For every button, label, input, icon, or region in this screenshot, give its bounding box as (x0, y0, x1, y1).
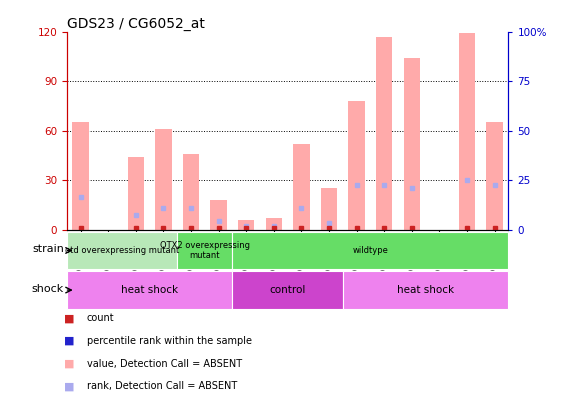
Bar (177, 232, 232, 269)
Text: ■: ■ (64, 336, 75, 346)
Bar (67, 271, 232, 309)
Text: OTX2 overexpressing
mutant: OTX2 overexpressing mutant (160, 241, 250, 260)
Text: heat shock: heat shock (121, 285, 178, 295)
Bar (232, 271, 343, 309)
Text: strain: strain (32, 244, 64, 255)
Bar (155, 129, 172, 230)
Text: ■: ■ (64, 358, 75, 369)
Text: percentile rank within the sample: percentile rank within the sample (87, 336, 252, 346)
Bar (266, 218, 282, 230)
Text: ■: ■ (64, 381, 75, 391)
Bar (348, 101, 365, 230)
Bar (182, 154, 199, 230)
Bar (238, 220, 254, 230)
Bar (127, 157, 144, 230)
Bar (459, 33, 475, 230)
Bar (293, 144, 310, 230)
Text: wildtype: wildtype (353, 246, 388, 255)
Bar (376, 36, 393, 230)
Bar (72, 122, 89, 230)
Text: value, Detection Call = ABSENT: value, Detection Call = ABSENT (87, 358, 242, 369)
Bar (343, 271, 508, 309)
Text: shock: shock (31, 284, 64, 294)
Bar (67, 232, 177, 269)
Text: GDS23 / CG6052_at: GDS23 / CG6052_at (67, 17, 205, 30)
Text: ■: ■ (64, 313, 75, 323)
Bar (232, 232, 508, 269)
Bar (403, 58, 420, 230)
Text: rank, Detection Call = ABSENT: rank, Detection Call = ABSENT (87, 381, 237, 391)
Text: otd overexpressing mutant: otd overexpressing mutant (65, 246, 179, 255)
Bar (486, 122, 503, 230)
Bar (210, 200, 227, 230)
Text: count: count (87, 313, 114, 323)
Text: heat shock: heat shock (397, 285, 454, 295)
Bar (321, 188, 337, 230)
Text: control: control (270, 285, 306, 295)
